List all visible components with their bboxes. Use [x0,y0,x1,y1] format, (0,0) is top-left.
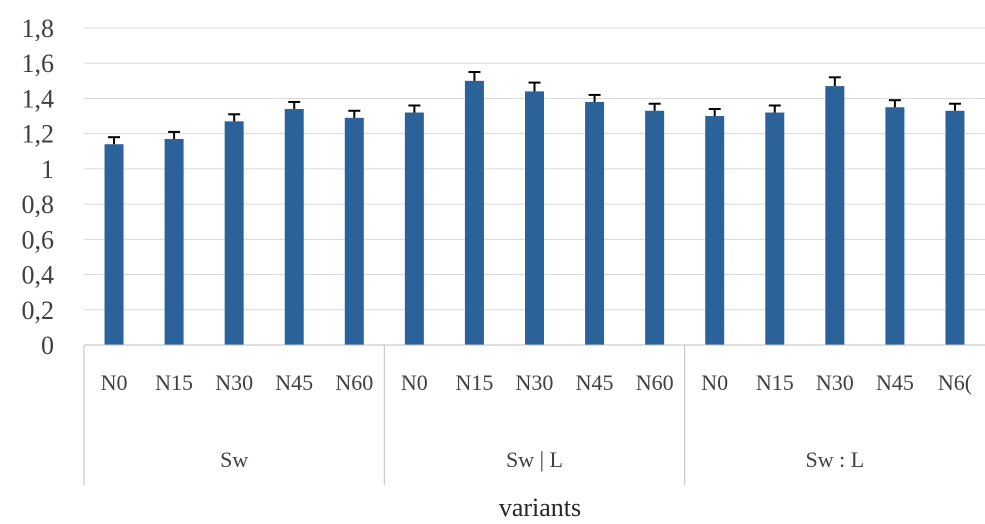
bar [945,110,965,346]
bar [344,117,364,345]
group-label: Sw : L [805,447,864,472]
x-tick-label: N15 [155,370,193,395]
bar [284,109,304,345]
x-axis: N0 N15 N30 N45 N60 N0 N15 N30 N45 N60 N0 N15 N30 N45 N… [83,344,985,485]
y-tick-label: 0,8 [22,190,55,219]
x-tick-label: N45 [275,370,313,395]
bar [164,138,184,345]
bar [645,110,665,346]
y-tick-label: 1,4 [22,84,55,113]
bar [825,86,845,345]
x-tick-label: N0 [401,370,428,395]
bar [404,112,424,346]
bar [104,144,124,345]
x-tick-label: N15 [455,370,493,395]
bar [705,116,725,345]
x-tick-label: N45 [576,370,614,395]
bar [224,121,244,345]
y-tick-label: 0 [41,331,54,360]
bar [885,107,905,345]
group-label: Sw | L [506,447,563,472]
bar [585,101,605,345]
y-tick-label: 1,2 [22,120,55,149]
x-tick-label: N45 [876,370,914,395]
x-tick-label: N0 [701,370,728,395]
bar [765,112,785,346]
x-tick-label: N15 [756,370,794,395]
y-axis-ticks: 0 0,2 0,4 0,6 0,8 1 1,2 1,4 1,6 1,8 [22,14,55,360]
y-tick-label: 1,6 [22,49,55,78]
x-tick-label: N6( [938,370,972,395]
y-tick-label: 1 [41,155,54,184]
x-tick-label: N0 [101,370,128,395]
bar [464,80,484,345]
error-bars [108,71,961,145]
y-tick-label: 1,8 [22,14,55,43]
group-label: Sw [220,447,248,472]
x-axis-title: variants [499,493,581,522]
x-tick-label: N60 [335,370,373,395]
y-tick-label: 0,4 [22,261,55,290]
y-tick-label: 0,6 [22,225,55,254]
y-tick-label: 0,2 [22,296,55,325]
x-tick-label: N30 [516,370,554,395]
x-tick-label: N30 [816,370,854,395]
x-tick-label: N60 [636,370,674,395]
bar [525,91,544,346]
x-tick-label: N30 [215,370,253,395]
bars [104,80,965,346]
